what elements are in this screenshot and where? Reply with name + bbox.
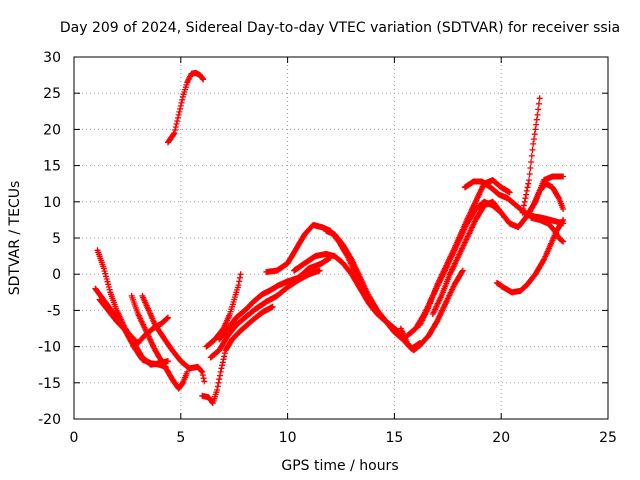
chart-title: Day 209 of 2024, Sidereal Day-to-day VTE…	[60, 20, 620, 36]
series-markers	[128, 292, 191, 392]
series-arc-20	[519, 95, 543, 216]
x-tick-label: 5	[176, 430, 185, 446]
series-markers	[165, 69, 207, 146]
series-arc-10	[216, 254, 334, 343]
x-axis-label: GPS time / hours	[281, 458, 398, 474]
y-tick-label: 20	[43, 122, 61, 138]
series-arc-14	[397, 267, 466, 354]
series-arc-16	[417, 177, 513, 328]
series-markers	[519, 95, 543, 216]
x-tick-label: 20	[492, 430, 510, 446]
series-arc-21	[523, 180, 567, 220]
x-tick-label: 10	[279, 430, 297, 446]
x-tick-label: 15	[385, 430, 403, 446]
series-markers	[199, 303, 276, 407]
series-arc-8	[203, 271, 244, 350]
series-arc-4	[128, 292, 191, 392]
tick-layer: 0 5 10 15 20 25 -20 -15 -10 -5 0 5 10 15 20 25 30	[38, 50, 617, 446]
series-markers	[417, 177, 513, 328]
series-arc-22	[528, 214, 567, 245]
series-layer	[92, 69, 567, 407]
series-arc-6	[165, 69, 207, 146]
series-arc-7	[199, 303, 276, 407]
y-tick-label: -5	[47, 303, 61, 319]
series-markers	[523, 180, 567, 220]
series-arc-9	[207, 267, 323, 361]
y-tick-label: 10	[43, 195, 61, 211]
y-tick-label: 25	[43, 86, 61, 102]
y-tick-label: -15	[38, 376, 61, 392]
series-markers	[528, 214, 567, 245]
series-markers	[397, 267, 466, 354]
series-markers	[216, 254, 334, 343]
series-markers	[139, 292, 208, 385]
y-tick-label: 0	[52, 267, 61, 283]
y-tick-label: 30	[43, 50, 61, 66]
y-tick-label: 15	[43, 159, 61, 175]
series-markers	[203, 271, 244, 350]
x-tick-label: 25	[599, 430, 617, 446]
y-axis-label: SDTVAR / TECUs	[7, 181, 23, 296]
y-tick-label: -20	[38, 412, 61, 428]
y-tick-label: 5	[52, 231, 61, 247]
grid-layer	[74, 57, 608, 419]
series-markers	[207, 267, 323, 361]
x-tick-label: 0	[70, 430, 79, 446]
y-tick-label: -10	[38, 340, 61, 356]
series-arc-5	[139, 292, 208, 385]
